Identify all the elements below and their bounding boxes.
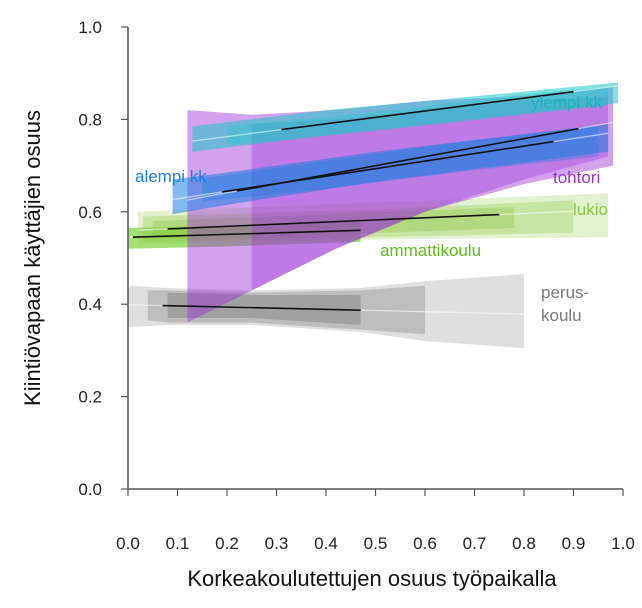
ammattikoulu-label: ammattikoulu bbox=[380, 241, 481, 260]
x-tick-label: 0.0 bbox=[116, 534, 140, 553]
perus-koulu-label: perus-koulu bbox=[541, 283, 589, 325]
x-tick-label: 0.7 bbox=[463, 534, 487, 553]
axis-ticks: 0.0 0.1 0.2 0.3 0.4 0.5 0.6 0.7 0.8 0.9 1.0 0.0 0.2 0… bbox=[78, 18, 634, 553]
lukio-band-0 bbox=[137, 193, 609, 245]
x-tick-label: 1.0 bbox=[611, 534, 635, 553]
lukio-line bbox=[167, 213, 500, 230]
alempi-kk-line bbox=[221, 140, 554, 193]
x-tick-label: 0.5 bbox=[364, 534, 388, 553]
ylempi-kk-band-1 bbox=[227, 87, 609, 145]
alempi-kk-label: alempi kk bbox=[135, 167, 207, 186]
perus-koulu-line bbox=[162, 304, 361, 312]
perus-koulu-band-1 bbox=[147, 285, 426, 335]
x-tick-label: 0.2 bbox=[215, 534, 239, 553]
series-lines bbox=[127, 85, 619, 315]
y-tick-label: 0.0 bbox=[78, 480, 102, 499]
perus-koulu-band-0 bbox=[128, 274, 524, 349]
x-axis-title: Korkeakoulutettujen osuus työpaikalla bbox=[187, 566, 557, 591]
y-tick-label: 0.8 bbox=[78, 110, 102, 129]
y-axis-title: Kiintiövapaan käyttäjien osuus bbox=[20, 110, 45, 406]
x-tick-label: 0.1 bbox=[166, 534, 190, 553]
ylempi-kk-line bbox=[281, 90, 574, 131]
x-tick-label: 0.9 bbox=[562, 534, 586, 553]
tohtori-label: tohtori bbox=[553, 168, 600, 187]
ylempi-kk-label: ylempi kk bbox=[531, 93, 602, 112]
x-tick-label: 0.4 bbox=[314, 534, 338, 553]
alempi-kk-band-1 bbox=[202, 126, 599, 202]
y-tick-label: 0.6 bbox=[78, 203, 102, 222]
lukio-label: lukio bbox=[573, 200, 608, 219]
alempi-kk-band-0 bbox=[172, 124, 609, 215]
series-labels: perus-koulu ammattikoulu lukio tohtori alemp… bbox=[135, 93, 608, 325]
y-tick-label: 0.4 bbox=[78, 295, 102, 314]
x-tick-label: 0.8 bbox=[512, 534, 536, 553]
x-tick-label: 0.6 bbox=[413, 534, 437, 553]
y-tick-label: 1.0 bbox=[78, 18, 102, 37]
perus-koulu-band-2 bbox=[167, 292, 361, 325]
ammattikoulu-line bbox=[132, 229, 361, 239]
lukio-band-2 bbox=[152, 207, 515, 240]
x-tick-label: 0.3 bbox=[265, 534, 289, 553]
y-tick-label: 0.2 bbox=[78, 388, 102, 407]
